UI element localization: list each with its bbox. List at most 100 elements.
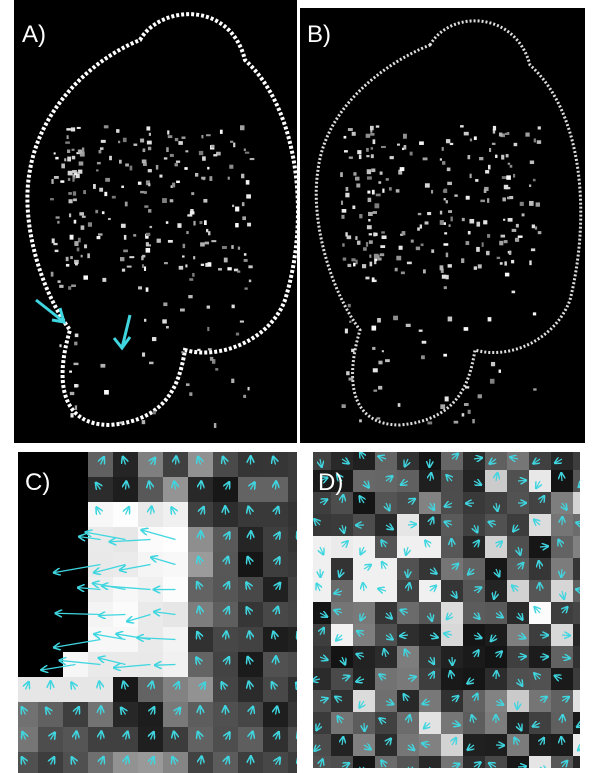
speckle bbox=[506, 154, 509, 157]
speckle bbox=[70, 413, 73, 417]
speckle bbox=[507, 197, 510, 200]
speckle bbox=[124, 235, 126, 240]
speckle bbox=[385, 359, 390, 362]
speckle bbox=[369, 233, 372, 235]
speckle bbox=[346, 187, 349, 191]
speckle bbox=[166, 326, 169, 328]
vector-arrow bbox=[584, 452, 589, 459]
speckle bbox=[370, 126, 374, 130]
speckle bbox=[149, 362, 153, 364]
speckle bbox=[133, 234, 136, 237]
speckle bbox=[470, 174, 472, 178]
speckle bbox=[186, 231, 188, 234]
cell bbox=[63, 577, 88, 602]
speckle bbox=[416, 247, 420, 251]
speckle bbox=[163, 302, 167, 306]
speckle bbox=[142, 264, 144, 268]
speckle bbox=[448, 264, 452, 267]
cell bbox=[573, 712, 592, 734]
speckle bbox=[367, 191, 370, 194]
speckle bbox=[444, 189, 447, 193]
vector-arrow bbox=[429, 459, 430, 467]
speckle bbox=[242, 216, 246, 220]
cell bbox=[13, 627, 38, 652]
speckle bbox=[440, 265, 444, 270]
speckle bbox=[508, 163, 510, 165]
speckle bbox=[66, 128, 71, 130]
speckle bbox=[72, 177, 74, 182]
speckle bbox=[77, 247, 80, 251]
speckle bbox=[508, 218, 513, 222]
vector-arrow bbox=[301, 457, 305, 464]
panel-label: B) bbox=[307, 21, 331, 48]
speckle bbox=[245, 152, 249, 154]
speckle bbox=[357, 150, 361, 154]
speckle bbox=[372, 190, 375, 195]
speckle bbox=[54, 176, 59, 179]
speckle bbox=[201, 135, 203, 138]
speckle bbox=[352, 132, 356, 136]
speckle bbox=[373, 211, 377, 214]
speckle bbox=[423, 269, 426, 273]
speckle bbox=[99, 188, 103, 192]
speckle bbox=[144, 191, 147, 194]
speckle bbox=[447, 182, 452, 185]
speckle bbox=[479, 157, 483, 160]
speckle bbox=[214, 423, 216, 428]
speckle bbox=[116, 129, 119, 133]
speckle bbox=[65, 141, 70, 143]
speckle bbox=[202, 156, 206, 160]
speckle bbox=[418, 213, 422, 215]
speckle bbox=[411, 240, 414, 243]
speckle bbox=[371, 154, 374, 158]
speckle bbox=[201, 264, 204, 266]
vector-arrow bbox=[155, 665, 175, 666]
cell bbox=[573, 690, 592, 712]
cell bbox=[13, 577, 38, 602]
cell bbox=[288, 677, 313, 702]
speckle bbox=[119, 422, 123, 424]
vector-arrow bbox=[301, 657, 303, 665]
speckle bbox=[349, 321, 351, 323]
cell bbox=[419, 756, 441, 773]
speckle bbox=[88, 222, 92, 226]
cell bbox=[38, 552, 63, 577]
speckle bbox=[208, 348, 212, 350]
speckle bbox=[75, 262, 78, 265]
speckle bbox=[499, 241, 503, 245]
speckle bbox=[236, 333, 239, 336]
speckle bbox=[487, 198, 489, 203]
speckle bbox=[164, 262, 168, 264]
speckle bbox=[79, 212, 84, 215]
vector-arrow bbox=[298, 732, 300, 740]
speckle bbox=[83, 190, 86, 194]
panel-background bbox=[300, 8, 585, 443]
speckle bbox=[346, 371, 349, 375]
speckle bbox=[240, 125, 244, 130]
speckle bbox=[123, 250, 128, 253]
speckle bbox=[465, 386, 469, 388]
vector-arrow bbox=[584, 607, 589, 613]
speckle bbox=[181, 351, 183, 353]
vector-arrow bbox=[298, 632, 301, 639]
speckle bbox=[100, 147, 104, 150]
vector-arrow bbox=[583, 657, 584, 665]
speckle bbox=[74, 241, 78, 246]
speckle bbox=[97, 162, 101, 164]
speckle bbox=[382, 189, 384, 193]
speckle bbox=[55, 250, 59, 252]
cell bbox=[397, 756, 419, 773]
speckle bbox=[440, 158, 442, 160]
cell bbox=[163, 752, 188, 773]
speckle bbox=[380, 253, 384, 256]
speckle bbox=[355, 236, 357, 240]
speckle bbox=[417, 227, 420, 230]
speckle bbox=[472, 419, 475, 423]
speckle bbox=[68, 192, 72, 195]
speckle bbox=[445, 396, 449, 401]
speckle bbox=[153, 411, 156, 415]
speckle bbox=[148, 147, 151, 151]
speckle bbox=[348, 304, 351, 307]
vector-arrow bbox=[518, 480, 526, 481]
speckle bbox=[78, 170, 82, 174]
